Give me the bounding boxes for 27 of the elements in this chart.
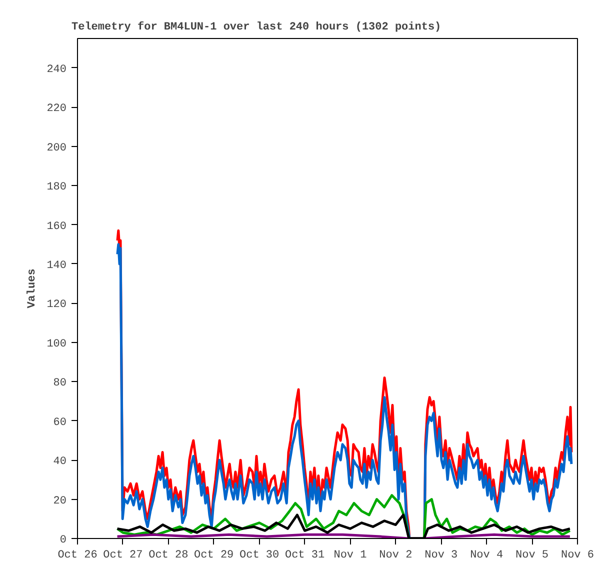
y-tick-label: 80 bbox=[53, 378, 66, 390]
x-tick-label: Nov 5 bbox=[516, 550, 549, 562]
y-axis-title: Values bbox=[26, 268, 39, 308]
y-tick-label: 0 bbox=[60, 534, 67, 546]
y-tick-label: 100 bbox=[46, 338, 67, 350]
chart-title: Telemetry for BM4LUN-1 over last 240 hours (1302 points) bbox=[72, 20, 442, 34]
x-tick-label: Oct 26 bbox=[58, 550, 98, 562]
y-tick-label: 200 bbox=[46, 142, 67, 154]
y-tick-label: 40 bbox=[53, 456, 66, 468]
x-tick-label: Oct 27 bbox=[103, 550, 143, 562]
y-tick-label: 160 bbox=[46, 220, 67, 233]
x-tick-label: Nov 6 bbox=[560, 550, 594, 562]
x-tick-label: Nov 3 bbox=[424, 550, 458, 562]
y-tick-label: 60 bbox=[53, 416, 66, 429]
x-tick-label: Nov 2 bbox=[379, 550, 412, 562]
y-tick-label: 220 bbox=[46, 103, 67, 116]
x-tick-label: Oct 29 bbox=[194, 550, 234, 562]
y-tick-label: 120 bbox=[46, 299, 67, 312]
x-tick-label: Oct 31 bbox=[284, 550, 325, 562]
x-tick-label: Nov 1 bbox=[334, 550, 368, 562]
y-tick-label: 140 bbox=[46, 260, 67, 272]
y-tick-label: 180 bbox=[46, 182, 67, 194]
y-tick-label: 240 bbox=[46, 64, 67, 76]
y-tick-label: 20 bbox=[53, 495, 66, 508]
x-tick-label: Oct 28 bbox=[148, 550, 188, 562]
x-tick-label: Oct 30 bbox=[240, 550, 280, 562]
x-tick-label: Nov 4 bbox=[470, 550, 504, 562]
